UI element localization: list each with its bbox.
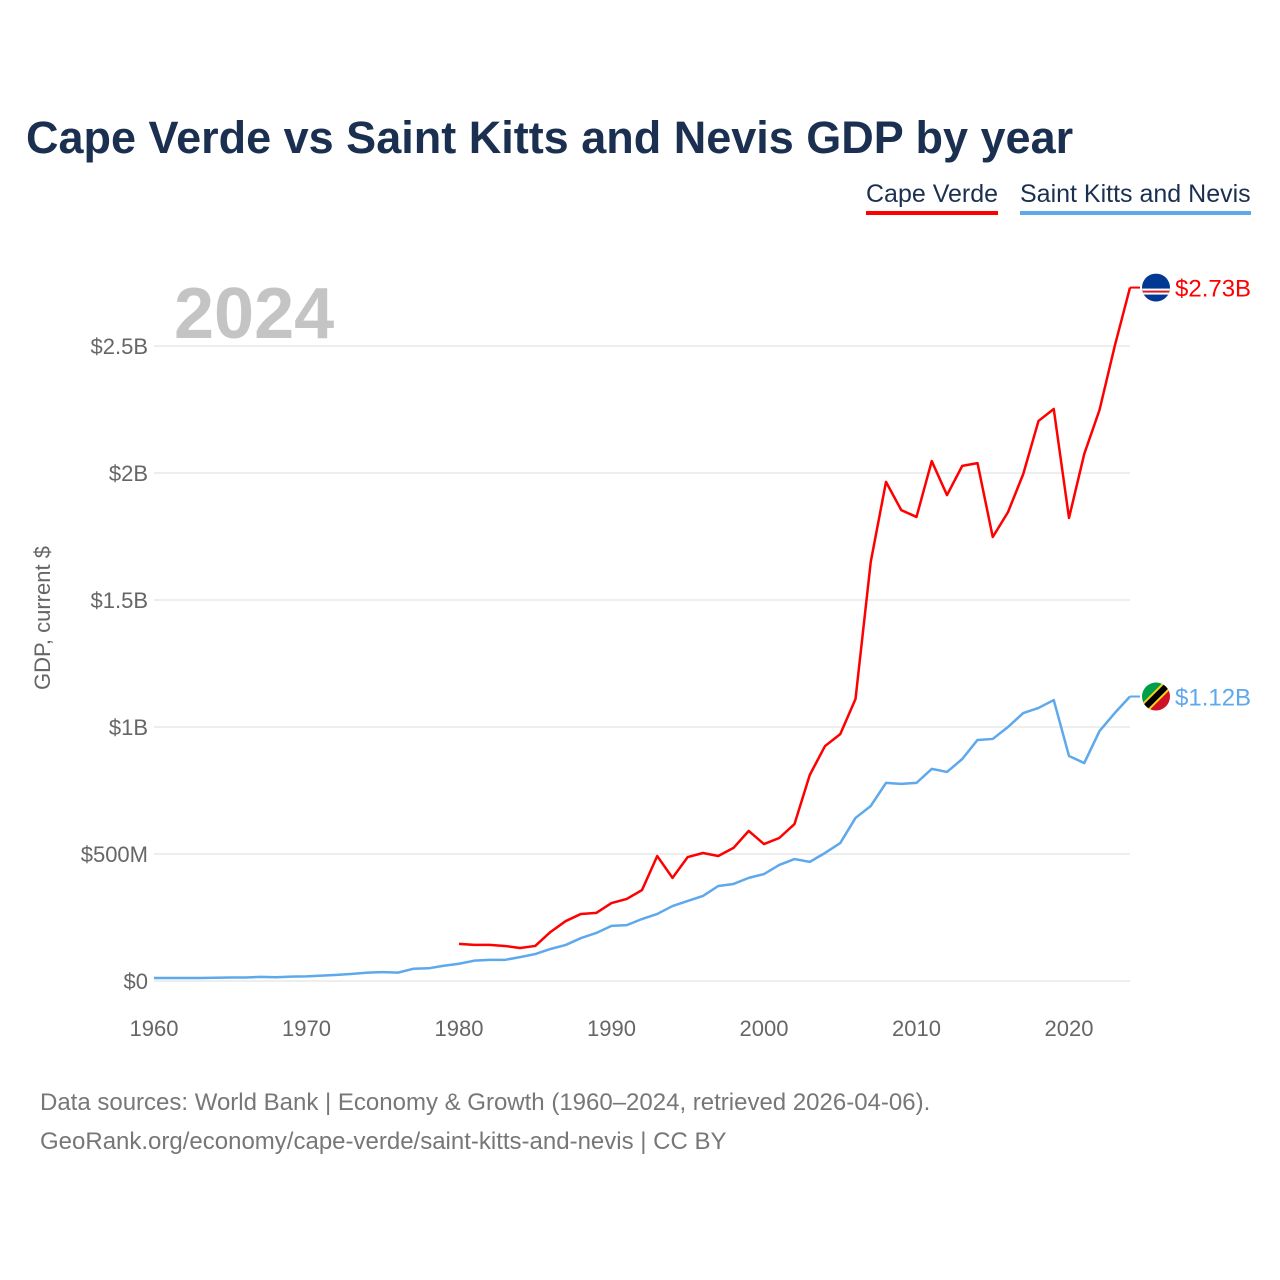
chart-title: Cape Verde vs Saint Kitts and Nevis GDP … xyxy=(26,112,1074,163)
x-tick-label: 1980 xyxy=(435,1016,484,1041)
year-label: 2024 xyxy=(174,274,334,354)
y-tick-label: $0 xyxy=(124,969,148,994)
end-value-label: $1.12B xyxy=(1175,685,1251,712)
cape-verde-flag-icon xyxy=(1142,273,1170,302)
y-tick-label: $2B xyxy=(109,461,148,486)
x-tick-label: 1990 xyxy=(587,1016,636,1041)
source-link[interactable]: GeoRank.org/economy/cape-verde/saint-kit… xyxy=(40,1128,727,1155)
y-axis-label: GDP, current $ xyxy=(30,546,55,690)
series-line-0 xyxy=(458,287,1132,950)
legend-saint-kitts-and-nevis[interactable]: Saint Kitts and Nevis xyxy=(1020,180,1251,215)
series-line-1 xyxy=(154,695,1131,980)
footer: Data sources: World Bank | Economy & Gro… xyxy=(40,1083,930,1161)
end-value-label: $2.73B xyxy=(1175,276,1251,303)
x-tick-label: 2020 xyxy=(1045,1016,1094,1041)
y-tick-label: $1.5B xyxy=(91,588,149,613)
y-tick-label: $500M xyxy=(81,842,148,867)
x-tick-label: 2010 xyxy=(892,1016,941,1041)
saint-kitts-and-nevis-flag-icon xyxy=(1142,682,1170,711)
y-tick-label: $2.5B xyxy=(91,334,149,359)
y-tick-label: $1B xyxy=(109,715,148,740)
legend-cape-verde[interactable]: Cape Verde xyxy=(866,180,999,215)
x-tick-label: 1970 xyxy=(282,1016,331,1041)
x-tick-label: 1960 xyxy=(130,1016,179,1041)
x-tick-label: 2000 xyxy=(740,1016,789,1041)
source-text: Data sources: World Bank | Economy & Gro… xyxy=(40,1089,931,1116)
